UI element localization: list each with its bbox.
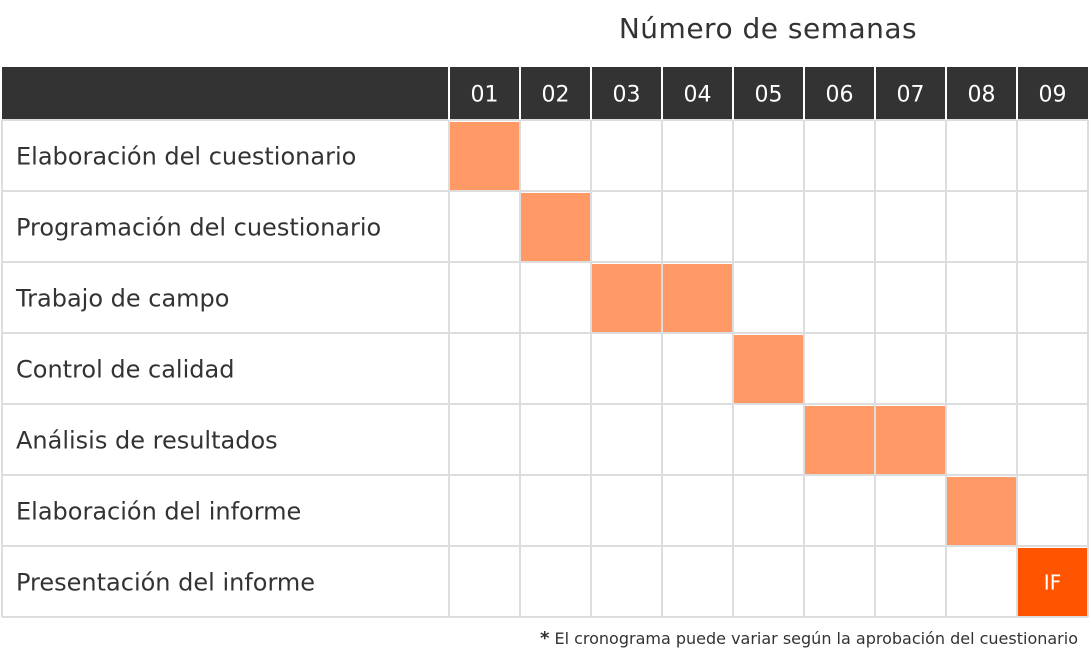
gantt-svg: 01 02 03 04 05 06 07 08 09 Elaboración del cuesti… — [1, 67, 1089, 618]
task-bar-cell — [592, 264, 661, 332]
footnote-text: El cronograma puede variar según la apro… — [554, 629, 1078, 648]
task-label: Control de calidad — [16, 356, 234, 384]
header-bar — [2, 67, 1088, 120]
gantt-chart: 01 02 03 04 05 06 07 08 09 Elaboración del cuesti… — [0, 66, 1092, 618]
task-bar-cell — [521, 193, 590, 261]
week-header-03: 03 — [613, 83, 641, 108]
task-label: Trabajo de campo — [15, 285, 229, 313]
week-header-04: 04 — [684, 83, 712, 108]
week-header-06: 06 — [826, 83, 854, 108]
chart-title: Número de semanas — [618, 12, 918, 45]
task-label: Presentación del informe — [16, 569, 315, 597]
task-bar-cell — [663, 264, 732, 332]
task-label: Elaboración del cuestionario — [16, 143, 356, 171]
week-header-05: 05 — [755, 83, 783, 108]
week-header-02: 02 — [542, 83, 570, 108]
task-label: Elaboración del informe — [16, 498, 301, 526]
task-bar-cell — [947, 477, 1016, 545]
milestone-label: IF — [1044, 571, 1061, 595]
week-header-07: 07 — [897, 83, 925, 108]
task-bar-cell — [450, 122, 519, 190]
task-label: Programación del cuestionario — [16, 214, 381, 242]
footnote: * El cronograma puede variar según la ap… — [540, 628, 1078, 649]
week-header-01: 01 — [471, 83, 499, 108]
milestone-cell — [1018, 548, 1087, 616]
task-bar-cell — [805, 406, 874, 474]
week-header-09: 09 — [1039, 83, 1067, 108]
week-header-08: 08 — [968, 83, 996, 108]
task-label: Análisis de resultados — [16, 427, 278, 455]
task-bar-cell — [734, 335, 803, 403]
task-bar-cell — [876, 406, 945, 474]
footnote-symbol: * — [539, 628, 550, 649]
